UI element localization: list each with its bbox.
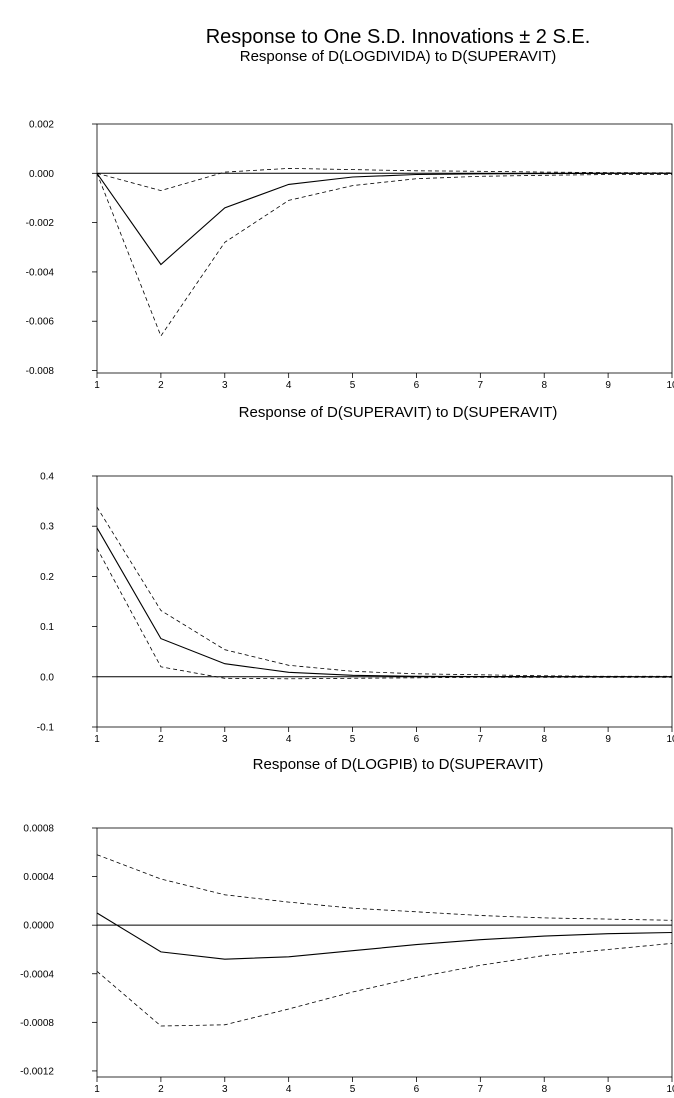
y-tick-label: 0.0008 [23,824,54,835]
y-tick-label: 0.0004 [23,872,54,883]
x-tick-label: 9 [605,1084,611,1095]
x-tick-label: 2 [158,380,164,391]
x-tick-label: 6 [414,734,420,745]
x-tick-label: 1 [94,380,100,391]
x-tick-label: 2 [158,1084,164,1095]
x-tick-label: 1 [94,1084,100,1095]
panel-3: Response of D(LOGPIB) to D(SUPERAVIT) 0.0… [20,756,674,1095]
panel-title: Response of D(SUPERAVIT) to D(SUPERAVIT) [239,404,558,421]
y-tick-label: -0.0004 [20,969,54,980]
x-tick-label: 8 [541,734,547,745]
lower-band-line [96,548,672,680]
y-tick-label: 0.0 [40,672,54,683]
panel-title: Response of D(LOGDIVIDA) to D(SUPERAVIT) [240,48,556,65]
figure-title: Response to One S.D. Innovations ± 2 S.E… [206,26,591,48]
x-tick-label: 6 [414,1084,420,1095]
x-tick-label: 10 [666,1084,674,1095]
lower-band-line [96,173,672,337]
x-tick-label: 3 [222,1084,228,1095]
x-tick-label: 9 [605,380,611,391]
upper-band-line [96,506,672,677]
x-tick-label: 1 [94,734,100,745]
y-tick-label: 0.4 [40,472,54,483]
y-tick-label: 0.1 [40,622,54,633]
upper-band-line [96,854,673,921]
x-tick-label: 5 [350,734,356,745]
plot-frame [96,123,673,374]
x-tick-label: 9 [605,734,611,745]
panel-title: Response of D(LOGPIB) to D(SUPERAVIT) [253,756,544,773]
y-tick-label: 0.2 [40,572,54,583]
plot-frame [96,827,673,1078]
x-tick-label: 4 [286,734,292,745]
x-tick-label: 2 [158,734,164,745]
y-tick-label: 0.0000 [23,921,54,932]
x-tick-label: 4 [286,380,292,391]
x-tick-label: 10 [666,380,674,391]
x-tick-label: 5 [350,380,356,391]
y-tick-label: -0.0012 [20,1066,54,1077]
x-tick-label: 7 [478,1084,484,1095]
panel-2: Response of D(SUPERAVIT) to D(SUPERAVIT)… [37,404,674,745]
lower-band-line [96,943,673,1027]
response-line [96,172,672,266]
y-tick-label: 0.002 [29,120,54,131]
x-tick-label: 7 [478,734,484,745]
x-tick-label: 10 [666,734,674,745]
y-tick-label: 0.000 [29,169,54,180]
y-tick-label: -0.002 [26,218,55,229]
x-tick-label: 8 [541,1084,547,1095]
y-tick-label: -0.006 [26,317,55,328]
x-tick-label: 3 [222,734,228,745]
y-tick-label: -0.004 [26,267,55,278]
x-tick-label: 3 [222,380,228,391]
response-line [96,527,673,678]
y-tick-label: -0.008 [26,366,55,377]
x-tick-label: 4 [286,1084,292,1095]
x-tick-label: 6 [414,380,420,391]
y-tick-label: -0.0008 [20,1018,54,1029]
response-line [96,912,673,960]
upper-band-line [96,167,673,192]
y-tick-label: 0.3 [40,522,54,533]
y-tick-label: -0.1 [37,723,55,734]
plot-frame [96,475,673,728]
x-tick-label: 8 [541,380,547,391]
x-tick-label: 5 [350,1084,356,1095]
x-tick-label: 7 [478,380,484,391]
panel-1: Response of D(LOGDIVIDA) to D(SUPERAVIT)… [26,48,674,391]
